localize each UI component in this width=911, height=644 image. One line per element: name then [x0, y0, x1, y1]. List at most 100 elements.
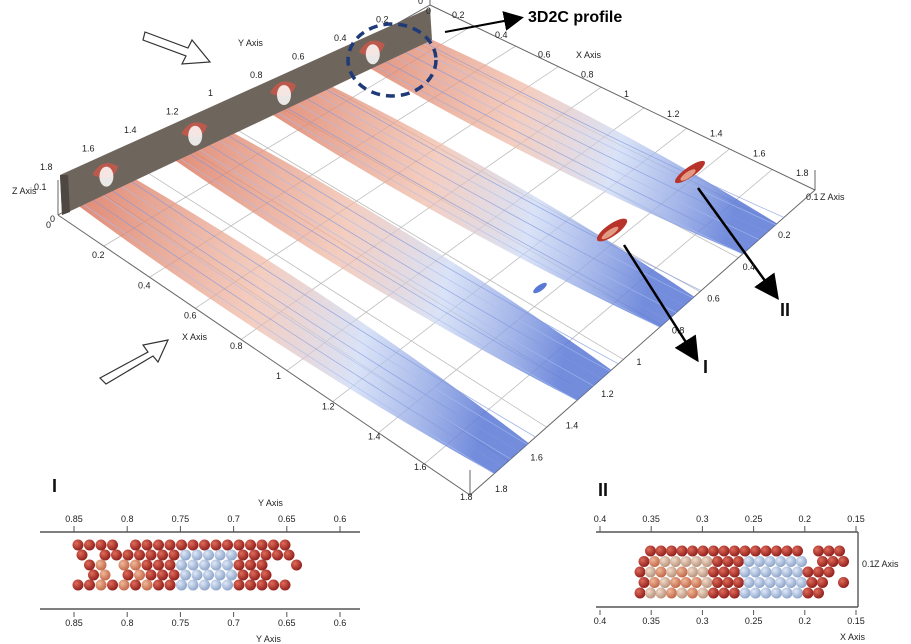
particle [122, 569, 134, 581]
y-tick-label: 0.8 [250, 70, 263, 80]
inset-I-tick: 0.65 [278, 618, 296, 628]
particle [176, 539, 187, 551]
y-tick-label: 0.4 [334, 33, 347, 43]
particle [802, 566, 814, 578]
particle [708, 545, 719, 557]
particle [130, 559, 141, 571]
particle [750, 545, 761, 557]
particle [655, 587, 667, 599]
particle [760, 587, 772, 599]
particle [680, 577, 692, 588]
inset-I-axis-name-top: Y Axis [258, 498, 283, 508]
inset-II-tick: 0.15 [847, 616, 865, 626]
x-tick-label: 1.4 [710, 129, 723, 139]
particle [222, 579, 233, 591]
inset-I-label: I [52, 476, 57, 496]
x-axis-top-ticks: 0.2 0.4 0.6 0.8 1 1.2 1.4 1.6 1.8 [452, 10, 809, 178]
particle-cluster-small [533, 282, 547, 294]
particle [268, 539, 279, 551]
particle [203, 569, 214, 581]
inlet-jets [92, 40, 385, 187]
particle [659, 556, 671, 567]
inset-II-tick: 0.3 [696, 616, 709, 626]
inset-II-tick: 0.3 [696, 514, 709, 524]
x-tick-label: 0.6 [538, 50, 551, 60]
particle [84, 539, 95, 551]
x-tick-label: 0.4 [138, 280, 151, 290]
particle [817, 556, 828, 567]
particle [687, 566, 698, 578]
y-tick-label: 1.2 [166, 107, 179, 117]
particle [237, 549, 249, 561]
x-tick-label: 1.6 [414, 462, 427, 472]
particle [634, 587, 646, 599]
particle [141, 559, 153, 571]
streamline [347, 50, 743, 255]
z-tick-left: 0.1 [34, 182, 47, 192]
particle [203, 549, 214, 561]
streamline [97, 192, 511, 460]
particle [670, 577, 681, 588]
dashed-highlight-circle [346, 22, 438, 98]
particle [687, 545, 698, 557]
particle [187, 559, 199, 571]
particle [226, 549, 237, 561]
particle [222, 539, 233, 551]
y-tick-label: 1.8 [40, 162, 53, 172]
particle [802, 587, 814, 599]
particle [729, 587, 740, 599]
particle [792, 587, 803, 599]
particle [764, 556, 776, 567]
streamline [383, 30, 776, 226]
main-3d-view: 3D2C profile I II 1.8 1.6 1.4 1.2 1 0.8 0.6 0.4… [12, 0, 845, 502]
x-tick-label: 1.8 [796, 168, 809, 178]
particle [792, 545, 803, 557]
inset-I-tick: 0.7 [227, 618, 240, 628]
particle [729, 566, 740, 578]
particle [638, 556, 650, 567]
stream-band [255, 74, 695, 328]
particle [168, 569, 180, 581]
streamline [169, 151, 578, 401]
particle [750, 566, 761, 578]
particle [199, 539, 210, 551]
particle [733, 556, 744, 567]
particle [823, 566, 835, 578]
y-tick-label: 0 [418, 0, 423, 6]
inset-II-ticks-bottom: 0.4 0.35 0.3 0.25 0.2 0.15 [594, 610, 865, 626]
y-tick-label: 1.6 [82, 144, 95, 154]
particle [88, 569, 99, 581]
streamline [80, 202, 495, 474]
streamline [356, 45, 751, 248]
particle [666, 545, 677, 557]
particle [666, 587, 677, 599]
particle [99, 569, 111, 581]
x-axis-name-top: X Axis [576, 50, 602, 60]
streamline [214, 126, 619, 365]
x-tick-label: 0.2 [452, 10, 465, 20]
inset-II-particles [634, 545, 849, 599]
particle [164, 559, 176, 571]
particle [796, 577, 807, 588]
particle [260, 569, 272, 581]
particle [214, 549, 226, 561]
particle [743, 577, 755, 588]
inlet-wall [60, 8, 432, 215]
inset-I-axis-name-bottom: Y Axis [256, 634, 281, 644]
particle [697, 545, 709, 557]
particle [145, 549, 157, 561]
z-tick-right: 0.1 [806, 192, 819, 202]
x-tick-label: 1.2 [322, 401, 335, 411]
particle [226, 569, 237, 581]
inset-II-tick: 0.2 [799, 514, 812, 524]
y-tick-label: 1.2 [601, 389, 614, 399]
particle [249, 569, 260, 581]
y-tick-label: 0.4 [743, 262, 756, 272]
x-tick-label: 1 [624, 89, 629, 99]
annotation-arrow [444, 11, 524, 33]
inset-I-particles [72, 539, 302, 591]
zero-left: 0 [50, 214, 55, 224]
particle [141, 539, 153, 551]
y-tick-label: 0.2 [778, 230, 791, 240]
